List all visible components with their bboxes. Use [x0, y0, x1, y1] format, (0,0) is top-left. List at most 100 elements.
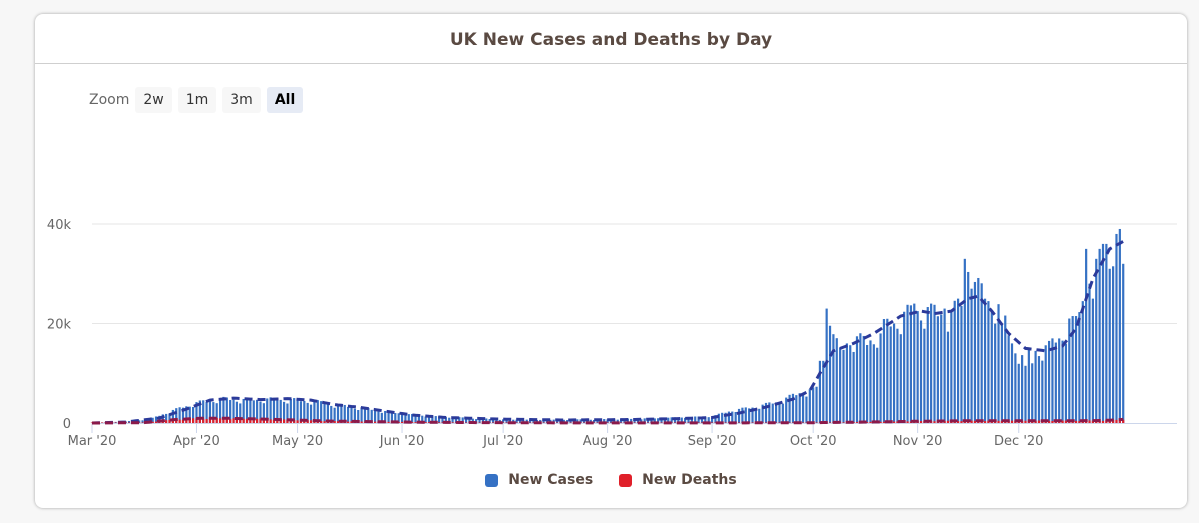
case-bar	[805, 396, 808, 423]
death-bar	[320, 420, 323, 423]
zoom-2w-button[interactable]: 2w	[135, 87, 172, 113]
case-bar	[643, 418, 646, 423]
x-tick-label: May '20	[272, 434, 323, 449]
death-bar	[660, 422, 663, 423]
case-bar	[407, 414, 410, 423]
case-bar	[876, 347, 879, 423]
case-bar	[1024, 365, 1027, 423]
case-bar	[987, 301, 990, 423]
case-bar	[195, 402, 198, 423]
death-bar	[185, 418, 188, 423]
case-bar	[798, 393, 801, 423]
case-bar	[377, 411, 380, 423]
death-bar	[542, 422, 545, 423]
death-bar	[842, 422, 845, 423]
y-tick-label: 0	[63, 417, 71, 432]
case-bar	[778, 403, 781, 423]
case-bar	[313, 400, 316, 423]
case-bar	[1108, 268, 1111, 423]
death-bar	[138, 422, 141, 423]
death-bar	[205, 418, 208, 423]
death-bar	[633, 422, 636, 423]
legend-item-new-deaths[interactable]: New Deaths	[619, 472, 737, 488]
case-bar	[768, 402, 771, 423]
case-bar	[242, 398, 245, 423]
case-bar	[1004, 315, 1007, 423]
death-bar	[1051, 420, 1054, 423]
case-bar	[185, 406, 188, 423]
death-bar	[235, 418, 239, 423]
case-bar	[576, 419, 579, 423]
death-bar	[259, 418, 262, 423]
case-bar	[502, 419, 505, 423]
case-bar	[667, 417, 670, 423]
death-bar	[252, 419, 255, 423]
case-bar	[1027, 349, 1030, 423]
zoom-3m-button[interactable]: 3m	[222, 87, 261, 113]
case-bar	[707, 417, 710, 423]
case-bar	[1061, 340, 1064, 423]
death-bar	[1010, 420, 1014, 423]
death-bar	[414, 422, 417, 423]
case-bar	[909, 305, 913, 423]
case-bar	[1071, 316, 1074, 423]
death-bar	[855, 422, 859, 423]
case-bar	[896, 328, 899, 423]
death-bar	[424, 422, 427, 423]
death-bar	[866, 422, 869, 423]
case-bar	[192, 406, 195, 423]
case-bar	[1118, 228, 1121, 423]
death-bar	[309, 420, 313, 423]
case-bar	[181, 407, 185, 423]
case-bar	[983, 298, 987, 423]
legend-item-new-cases[interactable]: New Cases	[485, 472, 593, 488]
death-bar	[775, 422, 778, 423]
case-bar	[822, 360, 825, 423]
case-bar	[542, 420, 545, 423]
case-bar	[1101, 243, 1105, 423]
death-bar	[441, 422, 444, 423]
death-bar	[892, 421, 896, 423]
death-bar	[1122, 419, 1125, 423]
death-bar	[960, 421, 963, 423]
x-axis: Mar '20 Apr '20 May '20 Jun '20 Jul '20 Aug '…	[68, 423, 1177, 449]
zoom-1m-button[interactable]: 1m	[177, 87, 217, 113]
death-bar	[956, 421, 960, 423]
deaths-average-line	[92, 416, 1124, 425]
death-bar	[168, 419, 171, 423]
case-bar	[127, 421, 131, 423]
death-bar	[269, 419, 272, 423]
death-bar	[609, 422, 613, 423]
death-bar	[478, 422, 481, 423]
case-bar	[296, 398, 299, 423]
case-bar	[1081, 301, 1084, 423]
case-bar	[704, 416, 707, 423]
death-bar	[801, 422, 805, 423]
case-bar	[906, 304, 909, 423]
death-bar	[1115, 419, 1118, 423]
death-bar	[700, 422, 704, 423]
case-bar	[677, 417, 680, 423]
x-tick-label: Oct '20	[790, 434, 837, 449]
case-bar	[1122, 263, 1125, 423]
case-bar	[326, 403, 329, 423]
death-bar	[127, 422, 131, 423]
legend-swatch-new-deaths	[619, 473, 633, 487]
death-bar	[181, 419, 185, 423]
case-bar	[421, 415, 424, 423]
death-bar	[596, 422, 599, 423]
case-bar	[744, 407, 747, 423]
case-bar	[276, 400, 279, 423]
case-bar	[340, 404, 343, 423]
death-bar	[101, 422, 104, 423]
death-bar	[451, 422, 454, 423]
case-bar	[491, 419, 495, 423]
case-bar	[1051, 338, 1054, 423]
case-bar	[808, 389, 811, 423]
case-bar	[1098, 248, 1101, 423]
case-bars	[90, 228, 1125, 423]
case-bar	[734, 412, 737, 423]
cases-average-line	[91, 240, 1124, 425]
zoom-all-button[interactable]: All	[266, 87, 304, 113]
death-bar	[1101, 420, 1105, 423]
